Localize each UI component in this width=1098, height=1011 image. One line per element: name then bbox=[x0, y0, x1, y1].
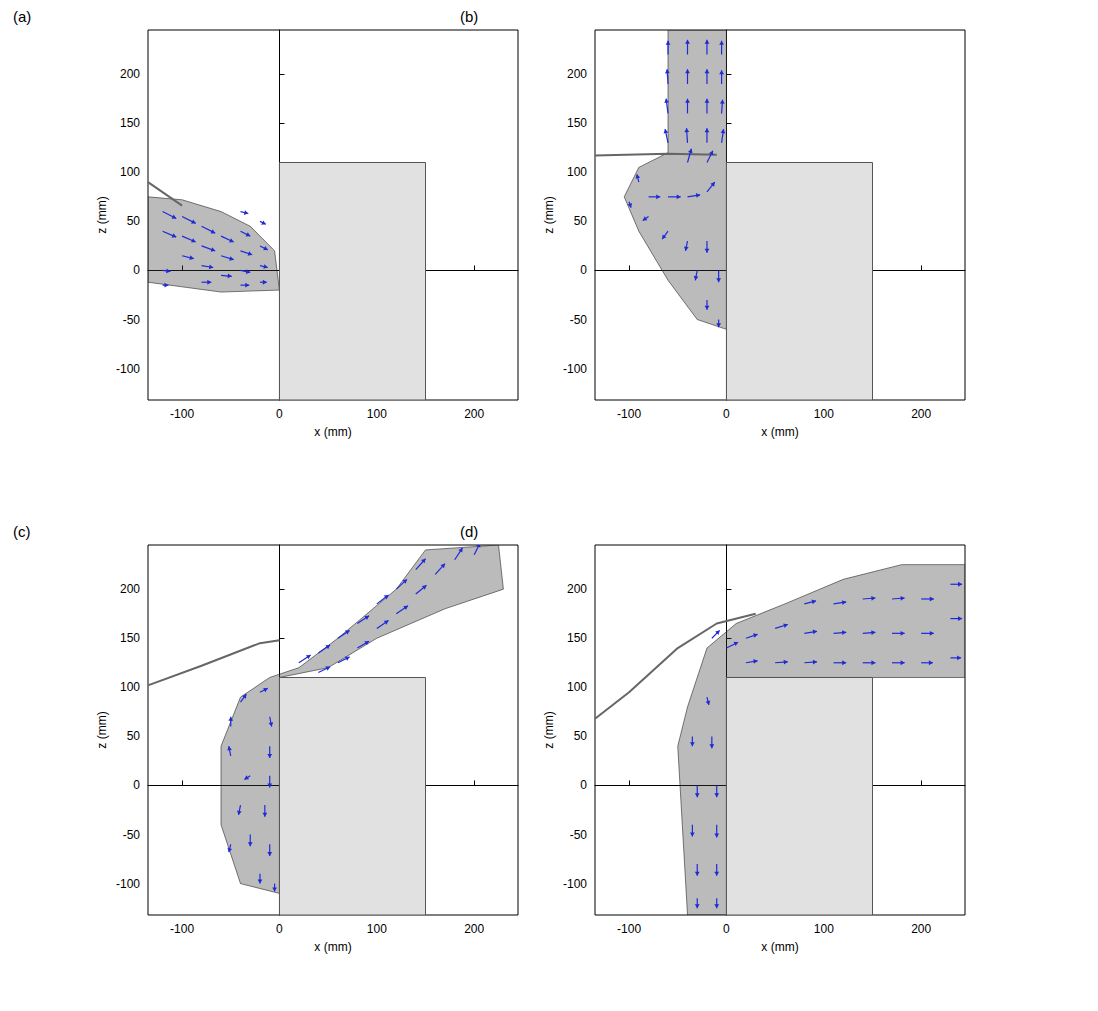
svg-text:100: 100 bbox=[120, 165, 140, 179]
svg-text:150: 150 bbox=[120, 631, 140, 645]
svg-text:200: 200 bbox=[911, 407, 931, 421]
svg-text:z (mm): z (mm) bbox=[542, 196, 556, 233]
svg-text:150: 150 bbox=[120, 116, 140, 130]
svg-text:(d): (d) bbox=[460, 523, 478, 540]
svg-text:-100: -100 bbox=[170, 922, 194, 936]
svg-text:-50: -50 bbox=[123, 828, 141, 842]
svg-text:0: 0 bbox=[276, 922, 283, 936]
svg-text:x (mm): x (mm) bbox=[761, 425, 798, 439]
svg-text:200: 200 bbox=[567, 582, 587, 596]
svg-text:-100: -100 bbox=[563, 877, 587, 891]
svg-text:-100: -100 bbox=[170, 407, 194, 421]
svg-text:100: 100 bbox=[814, 922, 834, 936]
svg-text:100: 100 bbox=[567, 680, 587, 694]
svg-text:(b): (b) bbox=[460, 8, 478, 25]
svg-text:100: 100 bbox=[120, 680, 140, 694]
svg-text:-100: -100 bbox=[563, 362, 587, 376]
svg-text:0: 0 bbox=[133, 263, 140, 277]
svg-text:100: 100 bbox=[814, 407, 834, 421]
svg-text:(a): (a) bbox=[13, 8, 31, 25]
svg-text:-100: -100 bbox=[116, 362, 140, 376]
svg-text:50: 50 bbox=[574, 729, 588, 743]
svg-text:-100: -100 bbox=[617, 407, 641, 421]
svg-text:(c): (c) bbox=[13, 523, 31, 540]
svg-text:-50: -50 bbox=[570, 313, 588, 327]
svg-text:x (mm): x (mm) bbox=[314, 940, 351, 954]
svg-text:50: 50 bbox=[127, 214, 141, 228]
svg-text:200: 200 bbox=[911, 922, 931, 936]
svg-text:50: 50 bbox=[574, 214, 588, 228]
svg-text:x (mm): x (mm) bbox=[761, 940, 798, 954]
svg-text:200: 200 bbox=[464, 407, 484, 421]
svg-text:150: 150 bbox=[567, 631, 587, 645]
svg-text:-100: -100 bbox=[116, 877, 140, 891]
svg-text:100: 100 bbox=[567, 165, 587, 179]
svg-text:100: 100 bbox=[367, 407, 387, 421]
svg-text:0: 0 bbox=[723, 407, 730, 421]
svg-text:100: 100 bbox=[367, 922, 387, 936]
svg-text:-50: -50 bbox=[123, 313, 141, 327]
svg-text:50: 50 bbox=[127, 729, 141, 743]
svg-text:-50: -50 bbox=[570, 828, 588, 842]
svg-text:150: 150 bbox=[567, 116, 587, 130]
svg-text:x (mm): x (mm) bbox=[314, 425, 351, 439]
svg-text:200: 200 bbox=[567, 67, 587, 81]
svg-text:z (mm): z (mm) bbox=[95, 711, 109, 748]
svg-text:-100: -100 bbox=[617, 922, 641, 936]
svg-text:200: 200 bbox=[464, 922, 484, 936]
svg-text:0: 0 bbox=[580, 778, 587, 792]
svg-text:z (mm): z (mm) bbox=[542, 711, 556, 748]
svg-text:0: 0 bbox=[580, 263, 587, 277]
svg-text:200: 200 bbox=[120, 582, 140, 596]
svg-text:0: 0 bbox=[276, 407, 283, 421]
svg-text:z (mm): z (mm) bbox=[95, 196, 109, 233]
svg-text:200: 200 bbox=[120, 67, 140, 81]
svg-text:0: 0 bbox=[133, 778, 140, 792]
svg-text:0: 0 bbox=[723, 922, 730, 936]
